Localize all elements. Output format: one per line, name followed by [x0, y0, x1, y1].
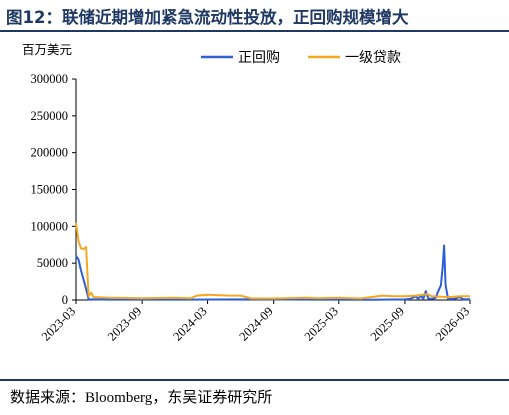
series-lines — [75, 222, 470, 301]
line-chart: 百万美元 正回购 一级贷款 0 50000 100000 150000 200000 250… — [22, 42, 473, 344]
y-axis-unit-label: 百万美元 — [22, 42, 72, 57]
x-tick-label: 2026-03 — [433, 304, 472, 343]
y-tick-label: 0 — [62, 293, 68, 307]
x-tick-label: 2025-03 — [302, 304, 341, 343]
series-line-repo — [75, 244, 470, 301]
figure-title: 图12：联储近期增加紧急流动性投放，正回购规模增大 — [6, 8, 409, 27]
y-tick-label: 200000 — [31, 146, 69, 160]
source-rule — [0, 379, 509, 381]
legend-label-0: 正回购 — [238, 50, 280, 66]
y-tick-label: 150000 — [31, 183, 69, 197]
axes: 0 50000 100000 150000 200000 250000 300000 2023… — [31, 72, 473, 344]
source-note: 数据来源：Bloomberg，东吴证券研究所 — [10, 390, 273, 406]
x-tick-label: 2024-09 — [236, 304, 275, 343]
x-tick-label: 2025-09 — [368, 304, 407, 343]
legend-label-1: 一级贷款 — [345, 50, 401, 66]
y-tick-label: 250000 — [31, 109, 69, 123]
y-tick-label: 100000 — [31, 219, 69, 233]
x-tick-label: 2023-09 — [105, 304, 144, 343]
series-line-primary-credit — [75, 222, 470, 300]
title-rule — [0, 30, 509, 32]
y-tick-label: 300000 — [31, 72, 69, 86]
legend: 正回购 一级贷款 — [201, 50, 401, 66]
x-tick-label: 2024-03 — [170, 304, 209, 343]
x-tick-label: 2023-03 — [39, 304, 78, 343]
y-tick-label: 50000 — [37, 256, 68, 270]
